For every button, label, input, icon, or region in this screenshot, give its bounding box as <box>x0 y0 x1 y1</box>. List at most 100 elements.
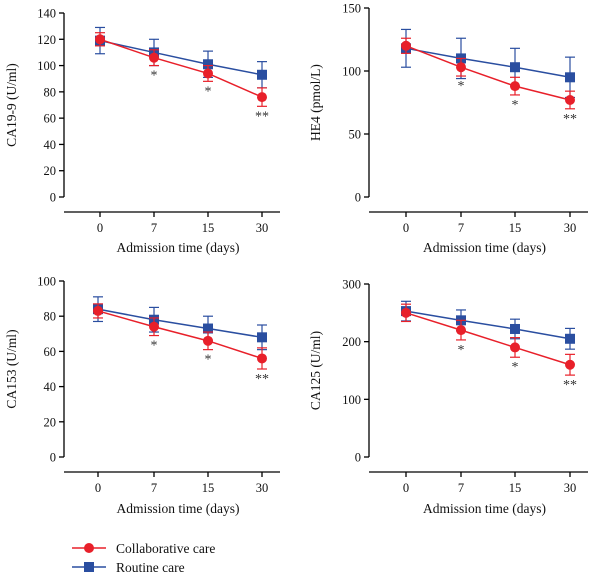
point-collaborative <box>257 353 267 364</box>
point-collaborative <box>203 335 213 346</box>
legend-item-collaborative: Collaborative care <box>72 541 215 556</box>
series-line-collaborative <box>97 310 263 360</box>
significance-marker: * <box>205 84 212 99</box>
y-tick-label: 100 <box>37 275 56 289</box>
legend-item-routine: Routine care <box>72 560 185 575</box>
y-tick-label: 0 <box>50 191 56 205</box>
point-collaborative <box>456 62 466 73</box>
chart-panel-2: 0 50 100 150 0 7 15 30 Admission time (days) HE4 … <box>308 2 588 255</box>
x-tick-label: 0 <box>403 221 409 235</box>
significance-marker: * <box>151 339 158 354</box>
x-tick-label: 15 <box>509 221 522 235</box>
point-routine <box>203 323 213 334</box>
significance-marker: * <box>512 360 519 375</box>
x-tick-label: 7 <box>458 221 464 235</box>
significance-marker: ** <box>255 109 269 124</box>
series-line-collaborative <box>405 312 571 366</box>
y-tick-label: 200 <box>342 335 361 349</box>
y-axis-title: CA19-9 (U/ml) <box>4 63 19 147</box>
chart-panel-1: 0 20 40 60 80 100 120 140 0 7 15 30 Admission time (… <box>4 7 280 255</box>
point-routine <box>510 62 520 73</box>
y-tick-label: 150 <box>342 2 361 16</box>
legend: Collaborative care Routine care <box>72 541 215 575</box>
y-tick-label: 0 <box>50 451 56 465</box>
x-axis-title: Admission time (days) <box>117 240 240 255</box>
point-collaborative <box>456 325 466 336</box>
y-tick-label: 100 <box>342 393 361 407</box>
legend-marker-routine <box>84 562 94 572</box>
x-axis-title: Admission time (days) <box>423 240 546 255</box>
y-axis-title: CA153 (U/ml) <box>4 329 19 408</box>
y-tick-label: 0 <box>355 191 361 205</box>
legend-label-routine: Routine care <box>116 560 185 575</box>
chart-panel-4: 0 100 200 300 0 7 15 30 Admission time (days) CA1… <box>308 278 588 516</box>
x-tick-label: 7 <box>151 481 157 495</box>
series-line-routine <box>405 310 571 340</box>
point-routine <box>203 59 213 70</box>
x-tick-label: 0 <box>95 481 101 495</box>
y-axis-title: CA125 (U/ml) <box>308 331 323 410</box>
charts-container: 0 20 40 60 80 100 120 140 0 7 15 30 Admission time (… <box>4 2 588 516</box>
y-tick-label: 20 <box>44 415 57 429</box>
significance-marker: * <box>205 353 212 368</box>
x-tick-label: 7 <box>151 221 157 235</box>
point-routine <box>257 332 267 343</box>
series-line-routine <box>99 39 263 76</box>
point-collaborative <box>401 40 411 51</box>
point-routine <box>510 323 520 334</box>
point-collaborative <box>257 92 267 103</box>
y-tick-label: 140 <box>37 7 56 21</box>
y-tick-label: 60 <box>44 345 57 359</box>
y-tick-label: 0 <box>355 451 361 465</box>
y-tick-label: 60 <box>44 112 57 126</box>
point-collaborative <box>149 52 159 63</box>
x-tick-label: 0 <box>97 221 103 235</box>
x-tick-label: 15 <box>202 481 215 495</box>
y-tick-label: 40 <box>44 138 57 152</box>
x-axis-title: Admission time (days) <box>423 501 546 516</box>
point-routine <box>257 69 267 80</box>
x-tick-label: 15 <box>202 221 215 235</box>
series-line-collaborative <box>99 38 263 98</box>
significance-marker: * <box>458 343 465 358</box>
y-tick-label: 120 <box>37 33 56 47</box>
point-routine <box>565 72 575 83</box>
point-collaborative <box>149 321 159 332</box>
x-tick-label: 30 <box>564 481 577 495</box>
point-collaborative <box>401 307 411 318</box>
x-tick-label: 30 <box>564 221 577 235</box>
y-tick-label: 300 <box>342 278 361 292</box>
x-tick-label: 30 <box>256 221 269 235</box>
y-tick-label: 20 <box>44 164 57 178</box>
point-collaborative <box>565 359 575 370</box>
chart-panel-3: 0 20 40 60 80 100 0 7 15 30 Admission time (days) C… <box>4 275 280 516</box>
y-tick-label: 100 <box>342 65 361 79</box>
legend-label-collaborative: Collaborative care <box>116 541 215 556</box>
y-tick-label: 50 <box>349 128 362 142</box>
point-collaborative <box>203 68 213 79</box>
y-tick-label: 100 <box>37 59 56 73</box>
point-collaborative <box>510 342 520 353</box>
significance-marker: * <box>151 69 158 84</box>
legend-marker-collaborative <box>84 543 94 553</box>
significance-marker: ** <box>563 378 577 393</box>
series-line-routine <box>405 47 571 79</box>
series-line-collaborative <box>405 45 571 101</box>
significance-marker: * <box>458 79 465 94</box>
y-tick-label: 80 <box>44 85 57 99</box>
point-collaborative <box>93 305 103 316</box>
point-routine <box>565 333 575 344</box>
y-tick-label: 40 <box>44 380 57 394</box>
y-axis-title: HE4 (pmol/L) <box>308 64 323 141</box>
x-tick-label: 7 <box>458 481 464 495</box>
point-collaborative <box>95 34 105 45</box>
x-tick-label: 0 <box>403 481 409 495</box>
y-tick-label: 80 <box>44 310 57 324</box>
significance-marker: ** <box>255 372 269 387</box>
point-collaborative <box>565 94 575 105</box>
point-collaborative <box>510 81 520 92</box>
x-tick-label: 30 <box>256 481 269 495</box>
x-tick-label: 15 <box>509 481 522 495</box>
series-line-routine <box>97 308 263 339</box>
